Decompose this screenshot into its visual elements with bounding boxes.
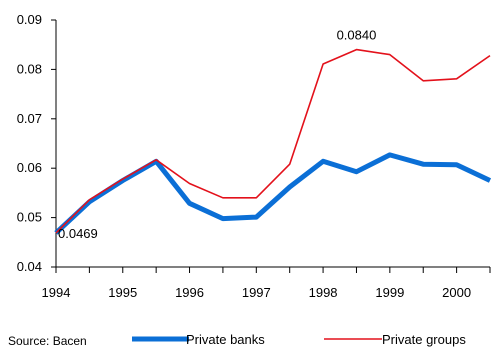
series-line-private-groups (55, 48, 491, 234)
x-tick-label: 1998 (309, 285, 338, 300)
legend-label-private-groups: Private groups (382, 332, 466, 347)
x-tick-label: 1996 (175, 285, 204, 300)
series-layer (54, 48, 491, 235)
y-tick-label: 0.09 (17, 12, 42, 27)
legend: Private banks Private groups (132, 332, 466, 347)
y-axis: 0.04 0.05 0.06 0.07 0.08 0.09 (17, 12, 57, 274)
source-note: Source: Bacen (8, 334, 87, 348)
x-tick-label: 1999 (375, 285, 404, 300)
x-axis: 1994 1995 1996 1997 1998 1999 2000 (42, 266, 491, 300)
series-line-private-banks (54, 152, 491, 235)
y-tick-label: 0.04 (17, 259, 42, 274)
x-tick-label: 1994 (42, 285, 71, 300)
legend-label-private-banks: Private banks (186, 332, 265, 347)
x-tick-label: 2000 (442, 285, 471, 300)
y-tick-label: 0.06 (17, 160, 42, 175)
y-tick-label: 0.08 (17, 61, 42, 76)
x-tick-label: 1997 (242, 285, 271, 300)
data-label: 0.0469 (58, 226, 98, 241)
y-tick-label: 0.07 (17, 111, 42, 126)
y-tick-label: 0.05 (17, 210, 42, 225)
annotation-layer: 0.0469 0.0840 (58, 28, 376, 241)
data-label: 0.0840 (337, 28, 377, 43)
x-tick-label: 1995 (108, 285, 137, 300)
